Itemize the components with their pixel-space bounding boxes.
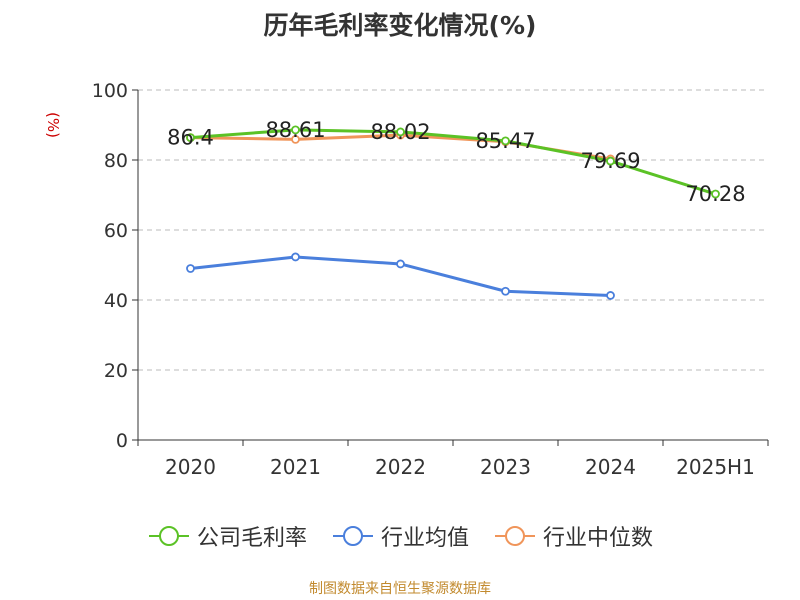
- data-label: 70.28: [685, 182, 745, 206]
- x-tick-label: 2022: [375, 455, 426, 479]
- data-label: 88.61: [265, 118, 325, 142]
- data-label: 86.4: [167, 126, 214, 150]
- data-point: [291, 252, 300, 262]
- data-point: [291, 134, 300, 144]
- x-tick-label: 2023: [480, 455, 531, 479]
- data-point: [606, 291, 615, 300]
- series-line-0: [190, 128, 716, 196]
- data-point: [186, 264, 195, 273]
- data-point: [396, 259, 405, 269]
- chart-title: 历年毛利率变化情况(%): [263, 11, 537, 40]
- x-tick-label: 2024: [585, 455, 636, 479]
- legend-item[interactable]: 行业均值: [331, 520, 469, 552]
- x-tick-label: 2020: [165, 455, 216, 479]
- y-tick-label: 40: [104, 290, 128, 312]
- x-tick-label: 2025H1: [676, 455, 755, 479]
- data-point: [186, 133, 195, 143]
- data-source-note: 制图数据来自恒生聚源数据库: [309, 581, 491, 597]
- chart-legend: 公司毛利率 行业均值 行业中位数: [0, 520, 800, 552]
- y-tick-label: 60: [104, 220, 128, 242]
- y-tick-label: 0: [116, 430, 128, 452]
- data-label: 85.47: [475, 129, 535, 153]
- legend-marker-icon: [495, 526, 535, 546]
- data-point: [501, 286, 510, 296]
- legend-item[interactable]: 公司毛利率: [147, 520, 307, 552]
- y-tick-label: 20: [104, 360, 128, 382]
- data-point: [291, 125, 300, 135]
- data-point: [501, 136, 510, 146]
- data-point: [396, 127, 405, 137]
- y-tick-label: 80: [104, 150, 128, 172]
- data-point: [711, 189, 720, 199]
- data-label: 79.69: [580, 149, 640, 173]
- data-label: 88.02: [370, 120, 430, 144]
- legend-item[interactable]: 行业中位数: [493, 520, 653, 552]
- legend-label: 行业中位数: [543, 526, 654, 551]
- legend-label: 公司毛利率: [196, 526, 307, 551]
- data-point: [606, 156, 615, 166]
- x-tick-label: 2021: [270, 455, 321, 479]
- legend-marker-icon: [148, 526, 189, 546]
- y-tick-label: 100: [92, 80, 128, 102]
- legend-label: 行业均值: [380, 526, 469, 551]
- legend-marker-icon: [332, 526, 373, 546]
